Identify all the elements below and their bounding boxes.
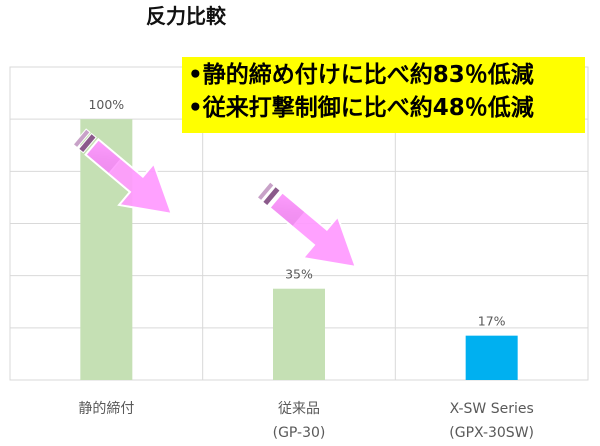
arrow-down-right-icon bbox=[72, 128, 174, 216]
callout-line-static: •静的締め付けに比べ約83％低減 bbox=[188, 62, 534, 88]
annotation-arrows bbox=[72, 128, 358, 269]
data-label: 35% bbox=[285, 267, 313, 282]
arrow-body bbox=[84, 137, 174, 216]
arrow-down-right-icon bbox=[256, 181, 358, 269]
bar bbox=[273, 288, 325, 380]
arrow-tail-stripe bbox=[256, 181, 275, 202]
arrow-tail-stripe bbox=[261, 185, 281, 207]
arrow-body bbox=[268, 190, 358, 269]
chart-title: 反力比較 bbox=[146, 4, 227, 28]
data-label: 17% bbox=[478, 314, 506, 329]
arrow-tail-stripe bbox=[77, 132, 97, 154]
category-label: (GPX-30SW) bbox=[449, 425, 534, 441]
category-label: 従来品 bbox=[278, 401, 320, 417]
category-label: 静的締付 bbox=[78, 400, 134, 417]
category-label: X-SW Series bbox=[450, 401, 534, 417]
bar bbox=[465, 335, 518, 380]
callout-line-conventional: •従来打撃制御に比べ約48％低減 bbox=[188, 95, 534, 121]
data-label: 100% bbox=[88, 97, 124, 112]
category-label: (GP-30) bbox=[273, 425, 326, 441]
reduction-callout: •静的締め付けに比べ約83％低減 •従来打撃制御に比べ約48％低減 bbox=[182, 57, 585, 133]
arrow-tail-stripe bbox=[72, 128, 91, 149]
